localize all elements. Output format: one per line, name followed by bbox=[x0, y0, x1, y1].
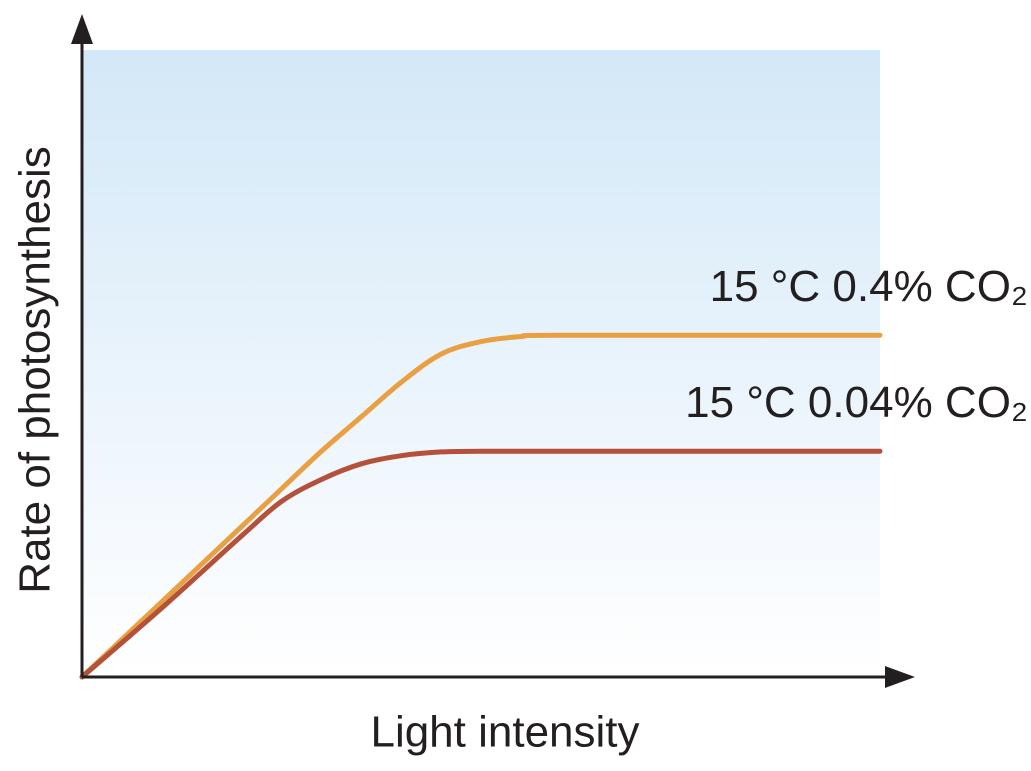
y-axis-label: Rate of photosynthesis bbox=[11, 146, 60, 594]
series-label: 15 °C 0.04% CO₂ bbox=[685, 378, 1028, 427]
x-axis-arrow bbox=[885, 666, 915, 688]
y-axis-arrow bbox=[71, 14, 93, 44]
series-line bbox=[79, 448, 883, 680]
plot-background bbox=[82, 50, 880, 677]
series-line bbox=[79, 332, 883, 680]
x-axis-label: Light intensity bbox=[370, 708, 639, 757]
series-label: 15 °C 0.4% CO₂ bbox=[710, 262, 1028, 311]
